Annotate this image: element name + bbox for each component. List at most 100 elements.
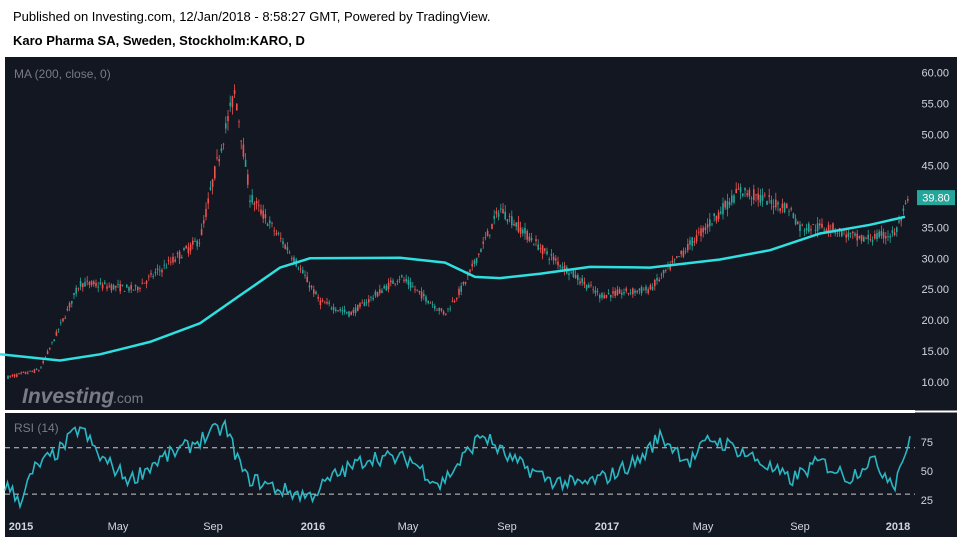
- candle-body: [792, 213, 795, 218]
- candle-body: [183, 248, 185, 251]
- candle-body: [893, 232, 896, 236]
- candle-body: [398, 279, 401, 281]
- candle-body: [407, 279, 410, 285]
- candle-body: [559, 265, 561, 267]
- candle-body: [636, 290, 638, 293]
- x-tick-label: 2018: [886, 521, 910, 533]
- candle-body: [904, 202, 907, 204]
- candle-body: [225, 123, 227, 129]
- candle-body: [458, 288, 460, 295]
- candle-body: [717, 212, 720, 220]
- candle-body: [634, 290, 636, 293]
- candle-body: [599, 295, 601, 299]
- candle-body: [515, 222, 517, 227]
- candle-body: [7, 375, 9, 379]
- candle-body: [902, 208, 905, 211]
- candle-body: [126, 284, 128, 288]
- candle-body: [156, 268, 159, 271]
- candle-body: [869, 239, 872, 240]
- price-tick-label: 25.00: [921, 284, 949, 296]
- candle-body: [159, 270, 161, 272]
- candle-body: [484, 237, 487, 239]
- candle-body: [251, 195, 253, 203]
- candle-body: [271, 223, 273, 224]
- candle-body: [273, 230, 275, 232]
- candle-body: [170, 261, 172, 263]
- candle-body: [856, 233, 858, 241]
- candle-body: [621, 292, 623, 295]
- candle-body: [24, 371, 27, 374]
- x-axis-ticks: 2015 May Sep 2016 May Sep 2017 May Sep 2018: [9, 521, 910, 533]
- candle-body: [726, 201, 729, 210]
- candle-body: [13, 374, 16, 377]
- candle-body: [152, 276, 154, 277]
- candle-body: [731, 195, 733, 203]
- price-tick-label: 10.00: [921, 377, 949, 389]
- candle-body: [75, 287, 77, 294]
- candle-body: [348, 311, 350, 317]
- candle-body: [638, 288, 641, 291]
- candle-body: [293, 257, 295, 263]
- candle-body: [104, 282, 106, 284]
- candle-body: [288, 252, 291, 254]
- candle-body: [519, 227, 522, 234]
- candle-body: [900, 218, 902, 221]
- candle-body: [86, 280, 88, 282]
- candle-body: [27, 372, 29, 374]
- candle-body: [372, 297, 374, 300]
- price-pane[interactable]: [5, 57, 915, 410]
- candle-body: [392, 280, 394, 284]
- last-price-tag: [917, 190, 955, 206]
- candle-body: [539, 248, 542, 249]
- candle-body: [346, 311, 348, 314]
- candle-body: [865, 238, 867, 240]
- candle-body: [898, 220, 900, 223]
- candle-body: [115, 285, 117, 288]
- candle-body: [779, 208, 781, 211]
- candle-body: [108, 285, 110, 287]
- candle-body: [321, 300, 324, 302]
- candle-body: [640, 287, 643, 294]
- candle-body: [506, 219, 509, 222]
- candle-body: [535, 239, 537, 242]
- candle-body: [161, 269, 163, 273]
- candle-body: [330, 308, 333, 309]
- candle-body: [51, 341, 53, 343]
- candle-body: [467, 274, 469, 276]
- candle-body: [475, 257, 478, 263]
- candle-body: [735, 188, 737, 194]
- candle-body: [849, 232, 852, 234]
- price-tick-label: 60.00: [921, 67, 949, 79]
- candle-body: [629, 292, 632, 294]
- candle-body: [220, 148, 223, 152]
- candle-body: [150, 273, 152, 275]
- candle-body: [49, 348, 51, 350]
- candle-body: [236, 103, 238, 111]
- candle-body: [552, 256, 555, 261]
- candle-body: [770, 199, 773, 204]
- candle-body: [255, 201, 258, 204]
- candle-body: [341, 310, 344, 312]
- candle-body: [198, 242, 201, 244]
- candle-body: [194, 241, 196, 242]
- candle-body: [418, 290, 421, 293]
- candle-body: [728, 202, 731, 206]
- candle-body: [260, 209, 262, 215]
- candle-body: [370, 296, 372, 298]
- candle-body: [249, 200, 251, 203]
- candle-body: [561, 267, 564, 269]
- candle-body: [266, 223, 269, 226]
- rsi-tick-label: 75: [921, 437, 933, 449]
- candle-body: [40, 367, 42, 369]
- candle-body: [88, 281, 91, 285]
- candle-body: [724, 201, 726, 208]
- candle-body: [434, 305, 436, 309]
- candle-body: [405, 278, 407, 282]
- candle-body: [706, 224, 709, 228]
- candle-body: [368, 299, 370, 303]
- candle-body: [229, 102, 231, 106]
- candle-body: [11, 375, 14, 377]
- candle-body: [291, 258, 293, 260]
- candle-body: [537, 244, 539, 250]
